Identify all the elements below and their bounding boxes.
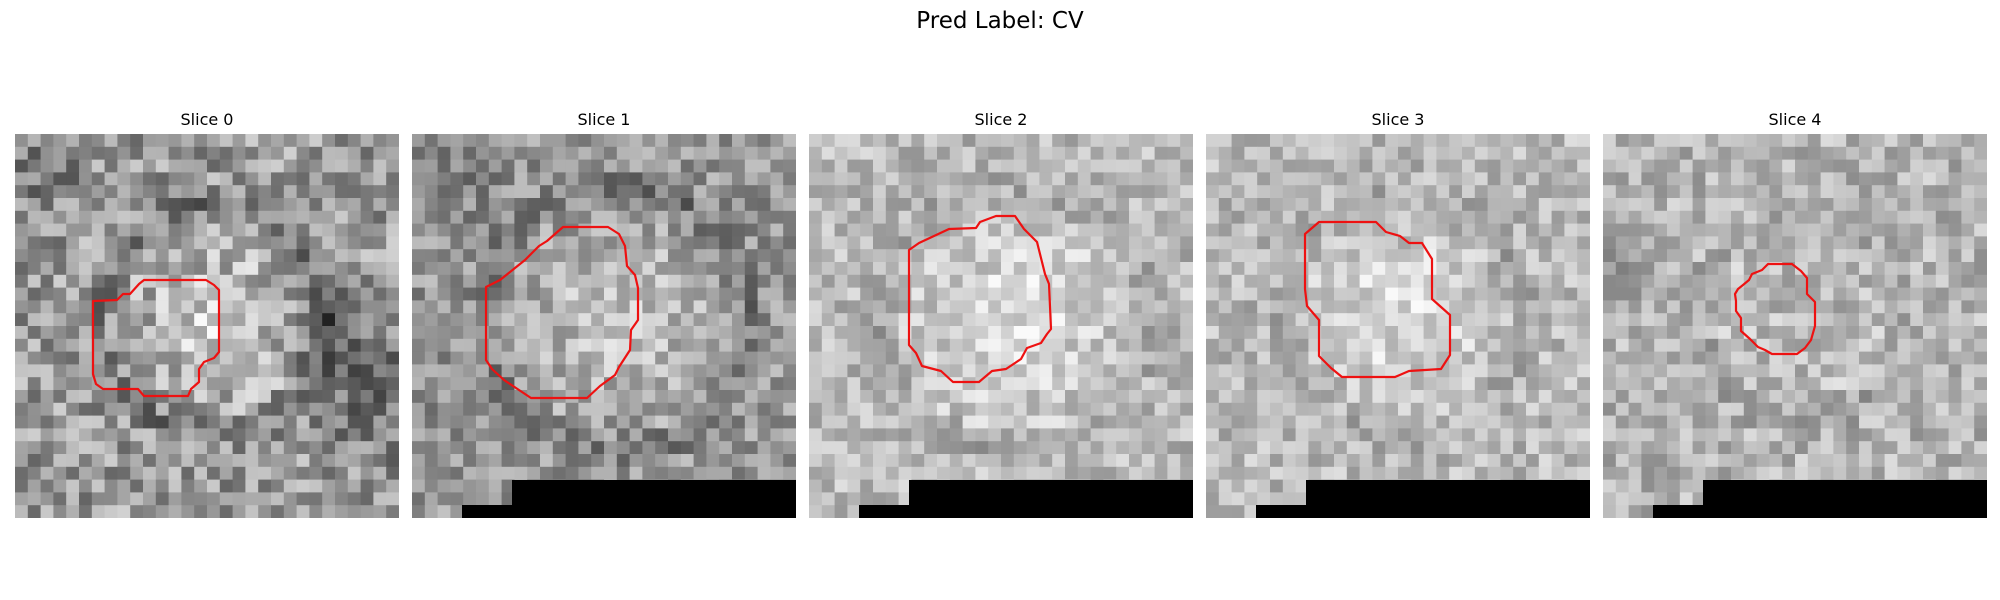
padding-mask — [859, 505, 919, 518]
padding-mask — [1653, 505, 1713, 518]
pixel-grid — [1603, 134, 1987, 518]
slice-title: Slice 0 — [180, 110, 234, 129]
pixel-grid — [15, 134, 399, 518]
slice-image-canvas — [1206, 134, 1590, 518]
slice-panel-0: Slice 0 — [15, 108, 399, 518]
slice-image — [1603, 134, 1987, 518]
pixel-grid — [1206, 134, 1590, 518]
slice-image-canvas — [15, 134, 399, 518]
slice-title: Slice 2 — [974, 110, 1028, 129]
slice-title: Slice 3 — [1371, 110, 1425, 129]
segmentation-contour — [91, 278, 221, 398]
segmentation-contour — [907, 214, 1053, 384]
slice-panel-1: Slice 1 — [412, 108, 796, 518]
padding-mask — [1703, 480, 1987, 518]
figure-title: Pred Label: CV — [916, 8, 1084, 34]
slice-image-canvas — [809, 134, 1193, 518]
segmentation-contour — [1303, 220, 1452, 379]
slice-title: Slice 4 — [1768, 110, 1822, 129]
pixel-grid — [412, 134, 796, 518]
slice-image-canvas — [412, 134, 796, 518]
slice-image — [809, 134, 1193, 518]
segmentation-contour — [484, 225, 640, 400]
padding-mask — [909, 480, 1193, 518]
padding-mask — [462, 505, 522, 518]
slice-image-canvas — [1603, 134, 1987, 518]
segmentation-contour — [1733, 262, 1817, 356]
padding-mask — [1256, 505, 1316, 518]
slice-image — [15, 134, 399, 518]
slice-title: Slice 1 — [577, 110, 631, 129]
slice-image — [412, 134, 796, 518]
slice-panel-4: Slice 4 — [1603, 108, 1987, 518]
slice-panel-2: Slice 2 — [809, 108, 1193, 518]
padding-mask — [1306, 480, 1590, 518]
padding-mask — [512, 480, 796, 518]
slice-image — [1206, 134, 1590, 518]
pixel-grid — [809, 134, 1193, 518]
slice-panel-3: Slice 3 — [1206, 108, 1590, 518]
